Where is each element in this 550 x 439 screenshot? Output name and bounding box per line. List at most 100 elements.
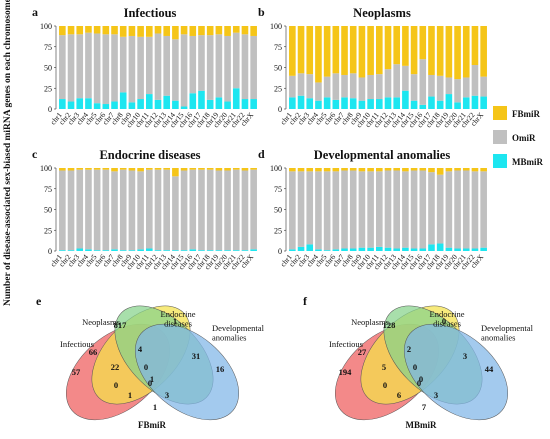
bar-segment-fbmir (250, 26, 257, 36)
bar-segment-omir (376, 74, 383, 100)
bar-segment-mbmir (59, 99, 66, 109)
venn-count: 0 (419, 374, 423, 384)
bar-segment-fbmir (232, 168, 240, 170)
bar-segment-fbmir (137, 168, 144, 172)
bar-segment-omir (323, 76, 331, 98)
bar-panel-b: b Neoplasms0255075100chr1chr2chr3chr4chr5… (258, 5, 487, 129)
bar-segment-fbmir (128, 26, 136, 36)
bar-segment-mbmir (358, 100, 366, 109)
bar-segment-omir (128, 35, 136, 103)
bar-segment-mbmir (323, 250, 331, 251)
bar-segment-omir (480, 171, 487, 248)
bar-segment-omir (172, 39, 179, 101)
bar-segment-fbmir (67, 168, 75, 171)
bar-segment-omir (102, 169, 110, 251)
bar-segment-fbmir (59, 168, 66, 171)
bar-segment-fbmir (471, 26, 479, 66)
bar-segment-fbmir (402, 168, 409, 172)
bar-segment-mbmir (393, 97, 400, 109)
bar-segment-omir (428, 74, 435, 97)
venn-bottom-label: MBmiR (406, 420, 437, 430)
bar-segment-mbmir (332, 249, 340, 251)
bar-segment-mbmir (163, 95, 170, 109)
venn-set-label-line: diseases (433, 319, 461, 329)
bar-segment-mbmir (111, 101, 118, 109)
bar-segment-omir (119, 169, 127, 251)
bar-segment-mbmir (172, 250, 179, 251)
bar-segment-omir (163, 35, 170, 96)
bar-segment-mbmir (445, 247, 453, 251)
venn-set-label-line: Endocrine (430, 309, 465, 319)
bar-segment-fbmir (367, 26, 374, 75)
y-tick-label: 25 (274, 226, 282, 235)
bar-segment-mbmir (376, 99, 383, 109)
bar-segment-fbmir (189, 26, 197, 36)
bar-segment-omir (154, 169, 162, 251)
y-tick-label: 75 (44, 43, 52, 52)
bar-segment-fbmir (172, 168, 179, 177)
bar-segment-omir (402, 171, 409, 248)
bar-segment-fbmir (241, 168, 249, 171)
bar-segment-omir (137, 36, 144, 100)
venn-count: 0 (114, 380, 118, 390)
bar-segment-omir (289, 171, 296, 250)
bar-segment-omir (367, 74, 374, 100)
bar-segment-omir (436, 75, 444, 101)
venn-set-label-line: Endocrine (161, 309, 196, 319)
bar-segment-omir (215, 170, 223, 251)
bar-segment-fbmir (410, 168, 418, 171)
bar-segment-mbmir (367, 247, 374, 251)
bar-segment-mbmir (232, 88, 240, 109)
bar-segment-omir (341, 74, 348, 98)
bar-segment-fbmir (471, 168, 479, 172)
bar-segment-fbmir (462, 26, 470, 78)
bar-segment-fbmir (297, 168, 305, 172)
bar-segment-mbmir (462, 97, 470, 109)
bar-segment-mbmir (480, 96, 487, 109)
bar-segment-mbmir (410, 100, 418, 109)
bar-segment-fbmir (146, 168, 153, 170)
bar-segment-mbmir (419, 104, 427, 109)
venn-count: 3 (434, 390, 438, 400)
venn-count: 2 (407, 344, 411, 354)
bar-segment-omir (111, 171, 118, 250)
bar-segment-omir (146, 169, 153, 249)
bar-segment-omir (393, 170, 400, 249)
bar-segment-mbmir (215, 97, 223, 109)
bar-panel-c: c Endocrine diseases0255075100chr1chr2chr… (32, 147, 257, 271)
venn-count: 5 (382, 362, 386, 372)
bar-segment-omir (137, 171, 144, 250)
y-tick-label: 25 (274, 84, 282, 93)
bar-segment-omir (384, 69, 392, 98)
venn-set-label: Neoplasms (82, 317, 120, 327)
bar-segment-fbmir (349, 26, 357, 74)
bar-segment-fbmir (59, 26, 66, 36)
venn-set-label: Endocrine diseases (161, 309, 196, 329)
y-tick-label: 50 (44, 64, 52, 73)
venn-count: 6 (397, 390, 401, 400)
bar-segment-omir (76, 169, 84, 249)
legend-swatch-mbmir (493, 154, 507, 168)
bar-segment-mbmir (137, 99, 144, 109)
bar-segment-fbmir (198, 26, 205, 36)
bar-segment-omir (163, 169, 170, 251)
bar-segment-mbmir (154, 250, 162, 251)
bar-segment-omir (59, 35, 66, 100)
bar-segment-omir (180, 170, 188, 251)
bar-segment-mbmir (349, 98, 357, 109)
bar-segment-omir (289, 75, 296, 98)
bar-segment-fbmir (297, 26, 305, 74)
bar-segment-fbmir (137, 26, 144, 37)
bar-segment-mbmir (306, 98, 314, 109)
bar-segment-omir (358, 77, 366, 101)
bar-segment-mbmir (250, 99, 257, 109)
bar-segment-fbmir (428, 168, 435, 173)
bar-segment-fbmir (206, 26, 214, 36)
bar-segment-mbmir (384, 247, 392, 251)
bar-segment-omir (393, 64, 400, 98)
bar-segment-fbmir (341, 26, 348, 75)
venn-count: 66 (89, 347, 98, 357)
bar-segment-omir (189, 169, 197, 250)
bar-segment-mbmir (76, 248, 84, 251)
